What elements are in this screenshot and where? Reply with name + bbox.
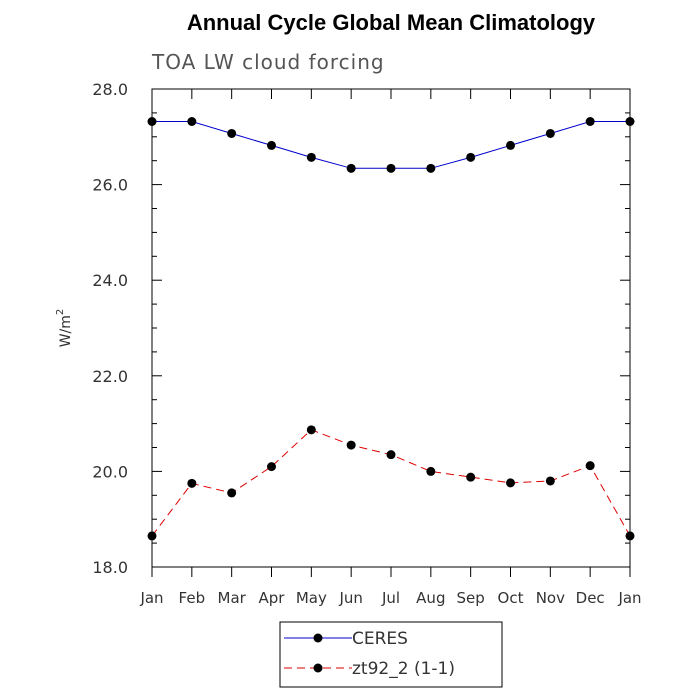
x-tick-label: Jul — [381, 589, 400, 607]
x-tick-label: Aug — [416, 589, 445, 607]
x-tick-label: Dec — [576, 589, 605, 607]
series-0-point — [227, 128, 237, 138]
series-0-point — [466, 152, 476, 162]
series-0-point — [545, 128, 555, 138]
x-tick-label: Jun — [338, 589, 362, 607]
series-0-point — [585, 117, 595, 127]
y-tick-label: 20.0 — [92, 462, 128, 481]
y-axis-label: W/m2 — [55, 309, 74, 348]
plot-frame — [151, 88, 631, 568]
y-tick-label: 28.0 — [92, 80, 128, 99]
axes: 18.0 20.0 22.0 24.0 26.0 28.0 Jan Feb Mar Apr May J… — [55, 80, 642, 607]
series-1-point — [346, 440, 356, 450]
series-0-point — [625, 117, 635, 127]
x-tick-label: Feb — [179, 589, 206, 607]
x-tick-label: May — [296, 589, 327, 607]
x-tick-label: Oct — [498, 589, 524, 607]
series-0-point — [187, 117, 197, 127]
series-1-point — [466, 472, 476, 482]
series-line-1 — [151, 429, 631, 537]
legend-box — [279, 621, 503, 688]
chart-title: Annual Cycle Global Mean Climatology — [187, 10, 596, 35]
series-0-point — [147, 117, 157, 127]
series-1-point — [545, 476, 555, 486]
legend: CERES zt92_2 (1-1) — [279, 621, 503, 688]
series-1-point — [227, 488, 237, 498]
chart-subtitle: TOA LW cloud forcing — [151, 50, 385, 74]
x-tick-label: Mar — [218, 589, 247, 607]
series-1-point — [147, 531, 157, 541]
x-tick-label: Apr — [259, 589, 286, 607]
x-tick-label: Jan — [617, 589, 641, 607]
legend-label-0: CERES — [352, 629, 408, 649]
series-1-point — [506, 478, 515, 488]
series-1-point — [426, 466, 436, 476]
series-1-point — [585, 461, 595, 471]
series-1-point — [306, 425, 316, 435]
y-tick-label: 24.0 — [92, 271, 128, 290]
series-1-point — [386, 450, 396, 460]
series-0-point — [506, 140, 515, 150]
legend-label-1: zt92_2 (1-1) — [352, 659, 455, 679]
series-1-point — [267, 462, 276, 472]
x-tick-label: Jan — [139, 589, 163, 607]
legend-marker-0 — [313, 633, 323, 643]
series-0-point — [386, 163, 396, 173]
y-tick-label: 26.0 — [92, 176, 128, 195]
y-axis-label-superscript: 2 — [55, 309, 66, 315]
series-0-point — [267, 140, 276, 150]
x-tick-label: Sep — [457, 589, 485, 607]
series-1-point — [187, 478, 197, 488]
series-line-0 — [152, 121, 630, 169]
y-tick-label: 22.0 — [92, 367, 128, 386]
series-0-point — [306, 152, 316, 162]
x-tick-label: Nov — [536, 589, 565, 607]
series-0-point — [346, 163, 356, 173]
series-layer — [147, 117, 635, 541]
y-tick-label: 18.0 — [92, 558, 128, 577]
y-axis-label-base: W/m — [58, 315, 74, 347]
series-1-point — [625, 531, 635, 541]
series-0-point — [426, 163, 436, 173]
legend-marker-1 — [313, 663, 323, 673]
